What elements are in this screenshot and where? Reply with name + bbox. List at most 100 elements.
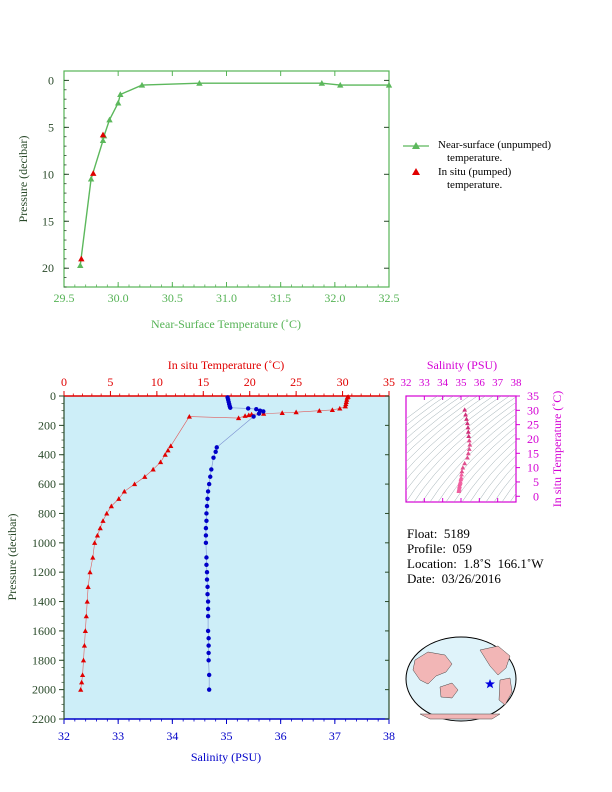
unpumped-point: [318, 80, 326, 86]
unpumped-point: [337, 81, 344, 88]
pres-tick-label: 600: [38, 477, 56, 491]
ts-point: [459, 468, 465, 474]
temperature-point: [83, 613, 89, 619]
ts-density-contour: [413, 402, 516, 502]
ts-point: [465, 450, 471, 456]
temperature-point: [108, 503, 114, 509]
salinity-point: [206, 672, 212, 678]
ts-density-contours: [406, 396, 516, 502]
ts-point: [463, 412, 468, 417]
map-antarctica: [419, 713, 501, 720]
temperature-point: [342, 403, 348, 409]
salinity-point: [203, 525, 209, 531]
top-y-tick-label: 15: [42, 214, 54, 228]
ts-density-contour: [406, 396, 438, 420]
map-south-america: [498, 677, 513, 706]
salinity-point: [261, 409, 266, 414]
ts-point: [467, 442, 473, 447]
ts-point: [465, 425, 471, 430]
top-y-tick-label: 10: [42, 167, 54, 181]
ts-density-contour: [406, 396, 478, 455]
salinity-point: [203, 540, 209, 546]
ts-point: [466, 433, 472, 439]
salinity-point: [205, 584, 210, 590]
ts-density-contour: [406, 396, 510, 491]
sal-tick-label: 37: [329, 729, 341, 743]
temperature-point: [78, 687, 84, 692]
top-x-axis-label: Near-Surface Temperature (˚C): [151, 317, 301, 331]
temperature-point: [87, 569, 93, 575]
pres-tick-label: 1200: [32, 565, 56, 579]
salinity-point: [204, 569, 210, 575]
temperature-point: [90, 554, 96, 560]
top-x-tick-label: 32.0: [324, 291, 345, 305]
temperature-point: [329, 407, 335, 413]
top-y-tick-label: 0: [48, 73, 54, 87]
pres-tick-label: 800: [38, 506, 56, 520]
ts-point: [465, 420, 470, 426]
temp-tick-label: 25: [290, 375, 302, 389]
unpumped-point: [138, 81, 146, 88]
temperature-point: [79, 672, 86, 678]
top-y-ticks: 0 5 10 15 20: [42, 73, 389, 288]
temp-tick-label: 10: [151, 375, 163, 389]
top-y-axis-label: Pressure (decibar): [16, 136, 30, 223]
world-map: [405, 636, 517, 722]
temperature-point: [242, 413, 248, 418]
ts-density-contour: [485, 463, 516, 502]
ts-y-tick-label: 25: [527, 418, 539, 432]
ts-density-contour: [406, 396, 462, 440]
ts-density-contour: [437, 420, 516, 502]
ts-density-contour: [453, 433, 516, 502]
pres-tick-label: 1800: [32, 653, 56, 667]
pres-tick-label: 1000: [32, 536, 56, 550]
ts-point: [466, 446, 472, 451]
temperature-point: [97, 525, 103, 531]
salinity-point: [204, 518, 209, 523]
salinity-point: [245, 406, 251, 411]
salinity-point: [204, 503, 210, 509]
legend-insitu-marker: [412, 168, 420, 175]
near-surface-chart: 29.5 30.0 30.5 31.0 31.5 32.0 32.5 0 5 10 15 20 Ne…: [16, 70, 400, 331]
ts-density-contour: [461, 440, 516, 502]
salinity-point: [203, 533, 209, 538]
pres-tick-label: 400: [38, 448, 56, 462]
temperature-point: [81, 642, 88, 648]
unpumped-point: [77, 262, 84, 268]
top-series: [77, 80, 393, 268]
legend-unpumped-marker: [412, 142, 420, 149]
insitu-point: [78, 255, 85, 262]
salinity-point: [213, 449, 218, 454]
ts-y-tick-label: 15: [527, 446, 539, 460]
top-y-tick-label: 5: [48, 120, 54, 134]
ts-density-contour: [429, 413, 516, 502]
unpumped-point: [117, 91, 124, 98]
map-asia: [412, 651, 453, 685]
ts-y-tick-label: 20: [527, 432, 539, 446]
sal-tick-label: 33: [112, 729, 124, 743]
pres-tick-label: 200: [38, 418, 56, 432]
temperature-point: [343, 399, 349, 404]
ts-y-tick-label: 5: [533, 475, 539, 489]
top-x-tick-label: 31.0: [216, 291, 237, 305]
salinity-point: [204, 511, 209, 516]
pres-tick-label: 2000: [32, 683, 56, 697]
ts-density-contour: [406, 396, 470, 447]
float-location-star-icon: [485, 679, 495, 689]
ts-density-contour: [501, 482, 516, 502]
temperature-point: [104, 510, 110, 516]
temperature-point: [337, 405, 343, 411]
top-x-tick-label: 31.5: [270, 291, 291, 305]
temp-tick-label: 35: [383, 375, 395, 389]
temp-tick-label: 0: [61, 375, 67, 389]
ts-point: [458, 476, 464, 482]
salinity-point: [205, 489, 211, 494]
unpumped-line: [79, 82, 389, 266]
ts-density-contour: [477, 455, 516, 502]
pres-tick-label: 2200: [32, 712, 56, 726]
profile-date: Date: 03/26/2016: [407, 571, 501, 586]
ts-density-contour: [493, 472, 516, 502]
map-north-america: [479, 645, 511, 676]
salinity-point: [206, 650, 211, 656]
